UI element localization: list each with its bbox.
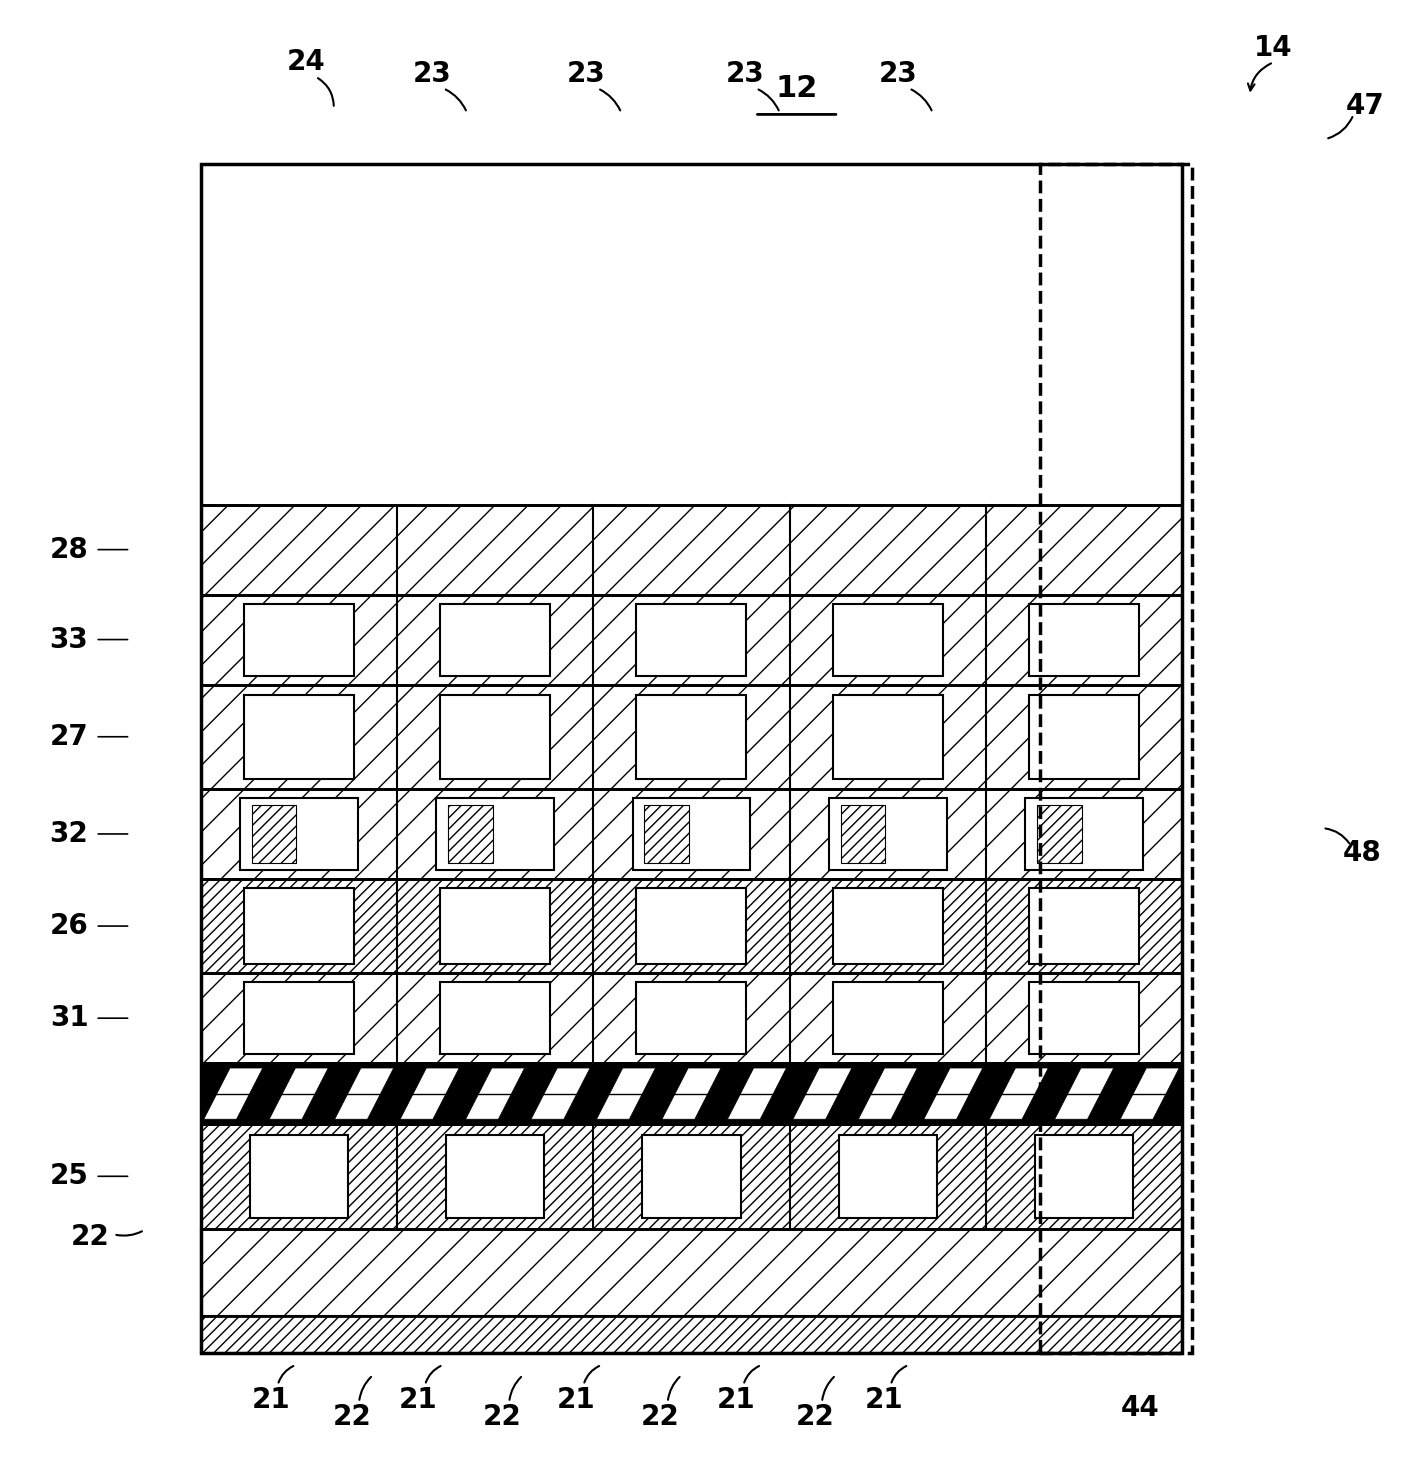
Bar: [841, 805, 886, 862]
Bar: [200, 595, 1182, 684]
Bar: [636, 982, 746, 1055]
Bar: [440, 694, 550, 779]
Text: 44: 44: [1120, 1395, 1160, 1423]
Polygon shape: [728, 1068, 786, 1119]
Bar: [200, 973, 1182, 1064]
Text: 21: 21: [251, 1386, 291, 1414]
Polygon shape: [270, 1068, 329, 1119]
Bar: [200, 1064, 1182, 1123]
Bar: [1029, 694, 1139, 779]
Bar: [832, 982, 943, 1055]
Text: 21: 21: [717, 1386, 756, 1414]
Polygon shape: [203, 1068, 262, 1119]
Bar: [828, 798, 947, 870]
Polygon shape: [531, 1068, 590, 1119]
Bar: [1029, 982, 1139, 1055]
Polygon shape: [1055, 1068, 1113, 1119]
Bar: [1040, 163, 1192, 1354]
Bar: [436, 798, 555, 870]
Bar: [200, 163, 1182, 1354]
Bar: [1036, 1135, 1133, 1218]
Text: 23: 23: [878, 60, 917, 88]
Text: 31: 31: [49, 1004, 89, 1032]
Bar: [244, 982, 354, 1055]
Bar: [1037, 805, 1082, 862]
Bar: [642, 1135, 741, 1218]
Polygon shape: [989, 1068, 1048, 1119]
Bar: [244, 694, 354, 779]
Text: 22: 22: [641, 1404, 680, 1431]
Bar: [447, 805, 492, 862]
Bar: [838, 1135, 937, 1218]
Text: 47: 47: [1345, 92, 1384, 120]
Text: 22: 22: [483, 1404, 522, 1431]
Bar: [251, 805, 296, 862]
Bar: [645, 805, 689, 862]
Bar: [1029, 604, 1139, 676]
Text: 32: 32: [49, 820, 89, 848]
Bar: [200, 789, 1182, 878]
Bar: [832, 889, 943, 964]
Polygon shape: [858, 1068, 917, 1119]
Bar: [200, 1123, 1182, 1228]
Text: 24: 24: [286, 48, 325, 76]
Text: 22: 22: [333, 1404, 371, 1431]
Polygon shape: [924, 1068, 982, 1119]
Bar: [632, 798, 751, 870]
Bar: [250, 1135, 349, 1218]
Bar: [200, 684, 1182, 789]
Text: 23: 23: [725, 60, 765, 88]
Bar: [1029, 889, 1139, 964]
Bar: [200, 1228, 1182, 1316]
Text: 22: 22: [796, 1404, 834, 1431]
Bar: [636, 694, 746, 779]
Text: 21: 21: [399, 1386, 437, 1414]
Bar: [832, 694, 943, 779]
Polygon shape: [466, 1068, 525, 1119]
Bar: [636, 604, 746, 676]
Text: 23: 23: [567, 60, 605, 88]
Bar: [200, 505, 1182, 595]
Bar: [446, 1135, 545, 1218]
Text: 25: 25: [49, 1163, 89, 1191]
Bar: [240, 798, 357, 870]
Bar: [200, 1316, 1182, 1354]
Bar: [440, 889, 550, 964]
Polygon shape: [793, 1068, 852, 1119]
Polygon shape: [1120, 1068, 1180, 1119]
Text: 26: 26: [49, 912, 89, 940]
Bar: [832, 604, 943, 676]
Text: 48: 48: [1343, 839, 1381, 867]
Text: 22: 22: [71, 1223, 110, 1252]
Text: 21: 21: [557, 1386, 595, 1414]
Polygon shape: [597, 1068, 656, 1119]
Bar: [440, 982, 550, 1055]
Bar: [1026, 798, 1143, 870]
Bar: [244, 889, 354, 964]
Polygon shape: [401, 1068, 459, 1119]
Polygon shape: [662, 1068, 721, 1119]
Polygon shape: [334, 1068, 394, 1119]
Bar: [636, 889, 746, 964]
Text: 33: 33: [49, 626, 89, 654]
Text: 21: 21: [865, 1386, 903, 1414]
Text: 12: 12: [776, 74, 818, 102]
Bar: [244, 604, 354, 676]
Text: 14: 14: [1254, 34, 1292, 61]
Bar: [440, 604, 550, 676]
Text: 23: 23: [412, 60, 452, 88]
Text: 28: 28: [49, 535, 89, 563]
Text: 27: 27: [49, 722, 89, 751]
Bar: [200, 878, 1182, 973]
